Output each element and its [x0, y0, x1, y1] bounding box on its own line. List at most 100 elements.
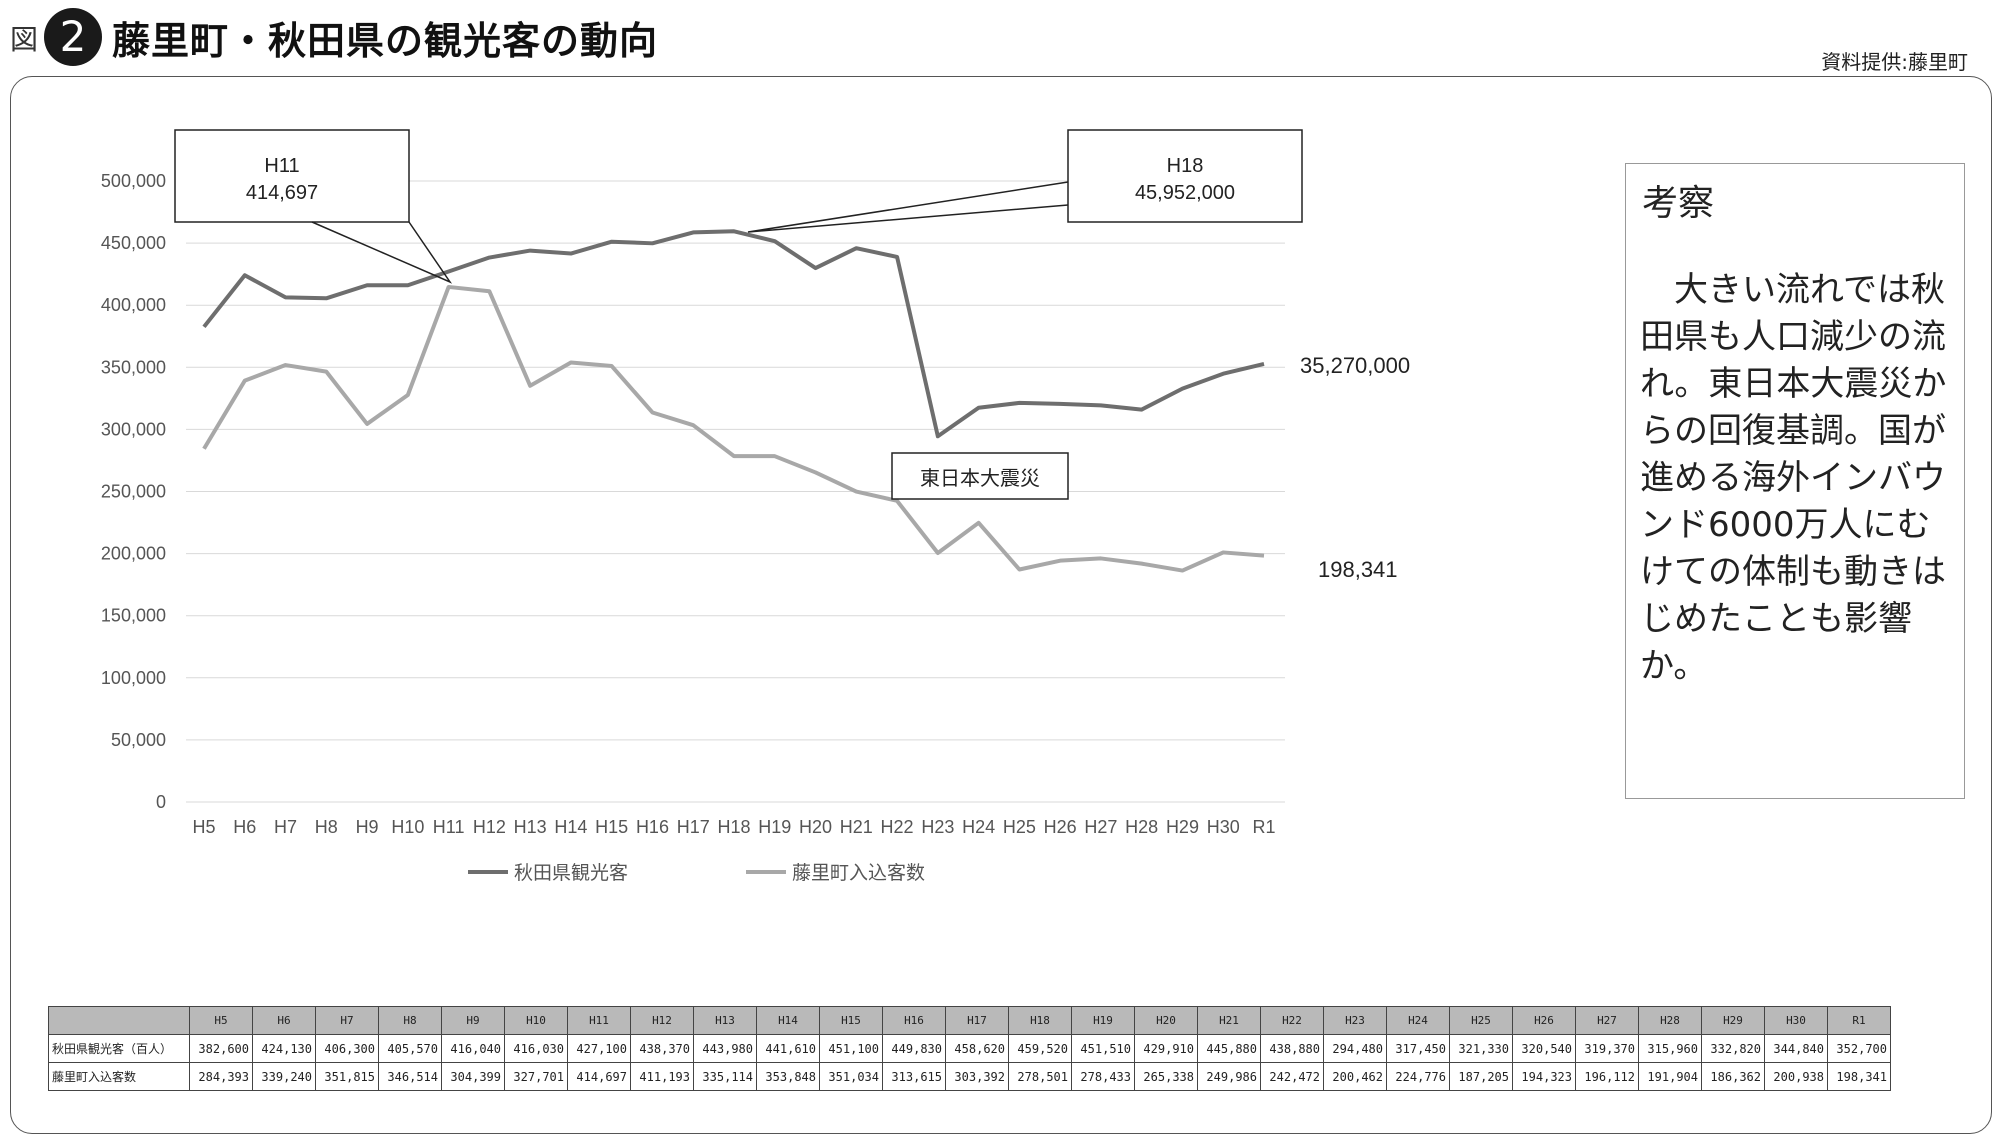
table-cell: 351,815: [315, 1062, 379, 1091]
figure-number: 2: [59, 12, 87, 61]
table-header-cell: H13: [693, 1006, 757, 1035]
table-header-cell: H25: [1449, 1006, 1513, 1035]
line-chart: 0 50,000 100,000 150,000 200,000 250,000 300,0…: [101, 129, 1410, 884]
table-cell: 327,701: [504, 1062, 568, 1091]
x-tick-label: H24: [962, 817, 995, 837]
x-tick-label: H22: [881, 817, 914, 837]
series-line-fujisato: [202, 284, 1265, 573]
table-cell: 427,100: [567, 1034, 631, 1063]
table-cell: 445,880: [1197, 1034, 1261, 1063]
table-header-cell: H21: [1197, 1006, 1261, 1035]
table-cell: 319,370: [1575, 1034, 1639, 1063]
table-cell: 303,392: [945, 1062, 1009, 1091]
series-lines: [202, 229, 1265, 573]
table-corner-cell: [48, 1006, 190, 1035]
x-tick-label: H27: [1084, 817, 1117, 837]
chart-frame: [10, 76, 1992, 1134]
x-tick-label: H29: [1166, 817, 1199, 837]
x-tick-label: H20: [799, 817, 832, 837]
table-header-cell: H12: [630, 1006, 694, 1035]
annotation-h18-box: [1067, 129, 1303, 223]
table-cell: 196,112: [1575, 1062, 1639, 1091]
table-cell: 265,338: [1134, 1062, 1198, 1091]
insight-box: 考察 大きい流れでは秋田県も人口減少の流れ。東日本大震災からの回復基調。国が進め…: [1625, 163, 1965, 799]
annotation-h18-line1: H18: [1167, 155, 1204, 177]
x-tick-label: H7: [274, 817, 297, 837]
table-header-cell: H17: [945, 1006, 1009, 1035]
table-cell: 320,540: [1512, 1034, 1576, 1063]
table-header-cell: H8: [378, 1006, 442, 1035]
table-cell: 441,610: [756, 1034, 820, 1063]
legend: 秋田県観光客 藤里町入込客数: [468, 862, 925, 884]
x-axis-ticks: H5 H6 H7 H8 H9 H10 H11 H12 H13 H14 H15 H16 H17 H18 H19…: [192, 817, 1275, 837]
table-header-row: H5 H6 H7 H8 H9 H10 H11 H12 H13 H14 H15 H16 H17 H18 H19…: [48, 1006, 1891, 1035]
data-table: H5 H6 H7 H8 H9 H10 H11 H12 H13 H14 H15 H16 H17 H18 H19…: [48, 1006, 1891, 1091]
table-cell: 344,840: [1764, 1034, 1828, 1063]
table-cell: 284,393: [189, 1062, 253, 1091]
annotation-h11-line2: 414,697: [246, 182, 318, 204]
table-header-cell: H20: [1134, 1006, 1198, 1035]
legend-label-fujisato: 藤里町入込客数: [792, 862, 925, 884]
table-cell: 187,205: [1449, 1062, 1513, 1091]
table-header-cell: H6: [252, 1006, 316, 1035]
x-tick-label: R1: [1252, 817, 1275, 837]
x-tick-label: H19: [758, 817, 791, 837]
table-cell: 224,776: [1386, 1062, 1450, 1091]
page-title: 藤里町・秋田県の観光客の動向: [112, 19, 659, 63]
table-cell: 200,462: [1323, 1062, 1387, 1091]
table-cell: 449,830: [882, 1034, 946, 1063]
figure-label: 図: [10, 23, 39, 56]
table-cell: 191,904: [1638, 1062, 1702, 1091]
table-header-cell: H9: [441, 1006, 505, 1035]
annotation-h18-pointer: [747, 181, 1069, 233]
table-header-cell: H19: [1071, 1006, 1135, 1035]
x-tick-label: H25: [1003, 817, 1036, 837]
y-tick-label: 50,000: [111, 730, 166, 750]
table-cell: 315,960: [1638, 1034, 1702, 1063]
y-tick-label: 250,000: [101, 482, 166, 502]
annotation-earthquake-text: 東日本大震災: [920, 467, 1040, 490]
table-cell: 194,323: [1512, 1062, 1576, 1091]
table-cell: 278,501: [1008, 1062, 1072, 1091]
table-header-cell: H15: [819, 1006, 883, 1035]
table-cell: 313,615: [882, 1062, 946, 1091]
table-header-cell: H24: [1386, 1006, 1450, 1035]
y-tick-label: 500,000: [101, 171, 166, 191]
x-tick-label: H16: [636, 817, 669, 837]
y-tick-label: 100,000: [101, 668, 166, 688]
annotation-h11-line1: H11: [264, 155, 299, 177]
table-header-cell: H30: [1764, 1006, 1828, 1035]
series-line-akita: [202, 229, 1265, 439]
y-tick-label: 450,000: [101, 233, 166, 253]
x-tick-label: H9: [356, 817, 379, 837]
x-tick-label: H12: [473, 817, 506, 837]
table-cell: 304,399: [441, 1062, 505, 1091]
table-cell: 416,040: [441, 1034, 505, 1063]
table-header-cell: H23: [1323, 1006, 1387, 1035]
table-cell: 458,620: [945, 1034, 1009, 1063]
table-cell: 459,520: [1008, 1034, 1072, 1063]
table-header-cell: H11: [567, 1006, 631, 1035]
table-cell: 406,300: [315, 1034, 379, 1063]
table-cell: 451,510: [1071, 1034, 1135, 1063]
table-header-cell: R1: [1827, 1006, 1891, 1035]
table-cell: 414,697: [567, 1062, 631, 1091]
table-cell: 198,341: [1827, 1062, 1891, 1091]
table-header-cell: H7: [315, 1006, 379, 1035]
table-header-cell: H26: [1512, 1006, 1576, 1035]
table-header-cell: H29: [1701, 1006, 1765, 1035]
table-cell: 429,910: [1134, 1034, 1198, 1063]
table-header-cell: H16: [882, 1006, 946, 1035]
insight-body: 大きい流れでは秋田県も人口減少の流れ。東日本大震災からの回復基調。国が進める海外…: [1640, 270, 1947, 686]
y-tick-label: 0: [156, 792, 166, 812]
x-tick-label: H18: [717, 817, 750, 837]
table-cell: 278,433: [1071, 1062, 1135, 1091]
table-cell: 416,030: [504, 1034, 568, 1063]
annotation-earthquake: 東日本大震災: [891, 452, 1069, 500]
table-header-cell: H14: [756, 1006, 820, 1035]
x-tick-label: H26: [1044, 817, 1077, 837]
x-tick-label: H6: [233, 817, 256, 837]
annotation-h18: H18 45,952,000: [747, 129, 1303, 233]
annotation-h18-line2: 45,952,000: [1135, 182, 1235, 204]
x-tick-label: H11: [433, 817, 465, 837]
